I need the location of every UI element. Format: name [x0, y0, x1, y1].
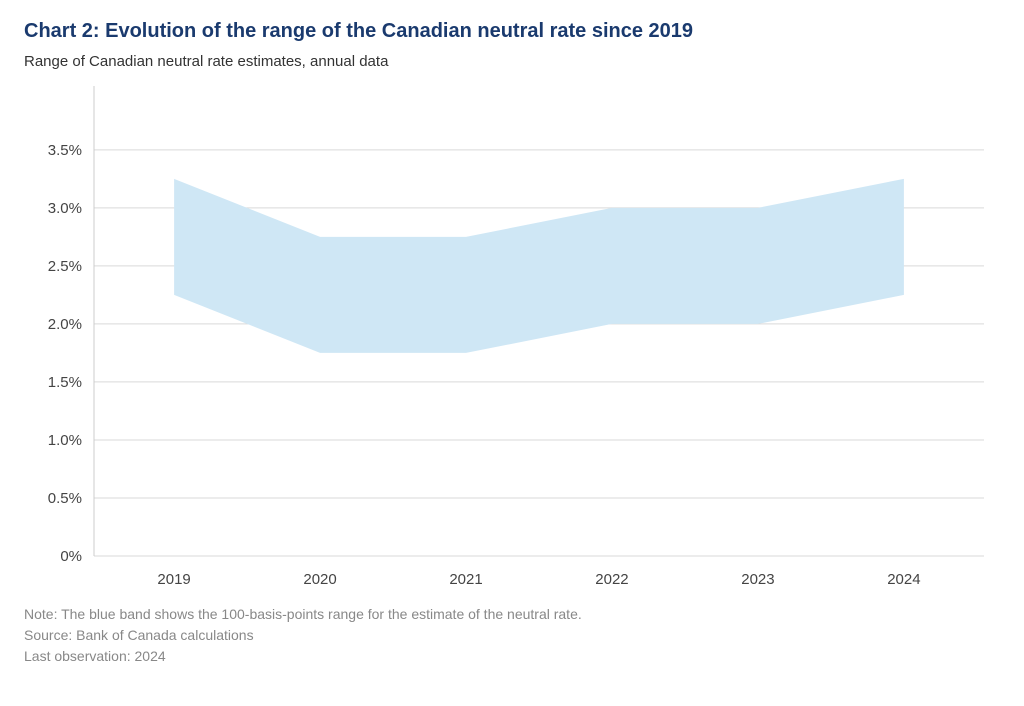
y-tick-label: 2.5% [48, 258, 82, 275]
y-tick-label: 2.0% [48, 316, 82, 333]
chart-svg: 0% 0.5% 1.0% 1.5% 2.0% 2.5% 3.0% 3.5% 2019 2020 20… [24, 76, 1000, 596]
y-tick-label: 3.0% [48, 200, 82, 217]
y-tick-label: 1.0% [48, 432, 82, 449]
x-tick-label: 2019 [157, 571, 190, 588]
x-tick-label: 2023 [741, 571, 774, 588]
chart-footnotes: Note: The blue band shows the 100-basis-… [24, 604, 1000, 667]
x-tick-label: 2022 [595, 571, 628, 588]
x-tick-label: 2020 [303, 571, 336, 588]
chart-container: Chart 2: Evolution of the range of the C… [0, 0, 1024, 706]
chart-source: Source: Bank of Canada calculations [24, 625, 1000, 646]
chart-title: Chart 2: Evolution of the range of the C… [24, 20, 1000, 43]
y-tick-label: 0% [60, 548, 82, 565]
y-tick-label: 1.5% [48, 374, 82, 391]
chart-last-observation: Last observation: 2024 [24, 646, 1000, 667]
y-tick-label: 3.5% [48, 142, 82, 159]
chart-plot-area: 0% 0.5% 1.0% 1.5% 2.0% 2.5% 3.0% 3.5% 2019 2020 20… [24, 76, 1000, 596]
range-band [174, 179, 904, 353]
chart-note: Note: The blue band shows the 100-basis-… [24, 604, 1000, 625]
y-tick-label: 0.5% [48, 490, 82, 507]
x-tick-label: 2024 [887, 571, 920, 588]
chart-subtitle: Range of Canadian neutral rate estimates… [24, 53, 1000, 70]
x-tick-label: 2021 [449, 571, 482, 588]
